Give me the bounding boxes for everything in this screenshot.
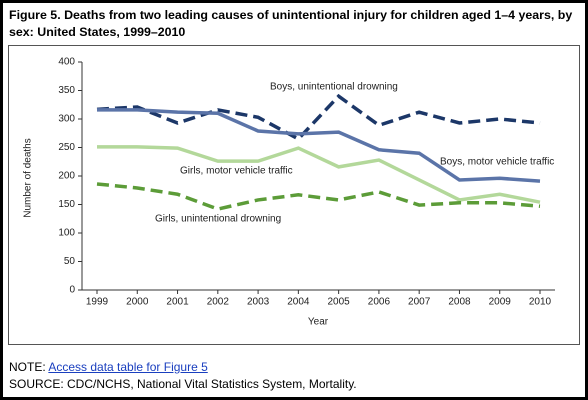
y-tick-label: 150	[58, 199, 75, 210]
x-tick-label: 2009	[489, 297, 512, 308]
x-tick-label: 2007	[408, 297, 431, 308]
x-tick-label: 1999	[86, 297, 109, 308]
y-tick-label: 350	[58, 85, 75, 96]
x-tick-label: 2000	[126, 297, 149, 308]
series-line	[97, 145, 541, 204]
data-table-link[interactable]: Access data table for Figure 5	[48, 360, 208, 374]
chart-title: Figure 5. Deaths from two leading causes…	[9, 8, 573, 39]
series-line	[96, 93, 541, 142]
series-line	[97, 108, 541, 183]
y-tick-label: 300	[58, 114, 75, 125]
y-tick-label: 50	[64, 256, 76, 267]
series-label: Boys, unintentional drowning	[270, 82, 398, 93]
x-axis-label: Year	[308, 317, 329, 328]
y-tick-label: 200	[58, 171, 75, 182]
source: SOURCE: CDC/NCHS, National Vital Statist…	[9, 377, 357, 391]
x-tick-label: 2001	[166, 297, 189, 308]
series-line	[96, 182, 541, 211]
series-label: Boys, motor vehicle traffic	[440, 157, 554, 168]
y-tick-label: 400	[58, 57, 75, 68]
note-prefix: NOTE:	[9, 360, 46, 374]
x-tick-label: 2003	[247, 297, 270, 308]
x-tick-label: 2010	[529, 297, 552, 308]
y-axis-label: Number of deaths	[23, 138, 34, 218]
series-label: Girls, motor vehicle traffic	[180, 166, 293, 177]
y-tick-label: 0	[69, 285, 75, 296]
frame: Figure 5. Deaths from two leading causes…	[3, 3, 585, 397]
y-tick-label: 100	[58, 228, 75, 239]
x-tick-label: 2004	[287, 297, 310, 308]
chart-box	[8, 45, 580, 345]
x-tick-label: 2008	[448, 297, 471, 308]
x-tick-label: 2002	[207, 297, 230, 308]
note: NOTE: Access data table for Figure 5	[9, 360, 208, 374]
y-tick-label: 250	[58, 142, 75, 153]
series-label: Girls, unintentional drowning	[155, 214, 281, 225]
x-tick-label: 2006	[368, 297, 391, 308]
x-tick-label: 2005	[328, 297, 351, 308]
